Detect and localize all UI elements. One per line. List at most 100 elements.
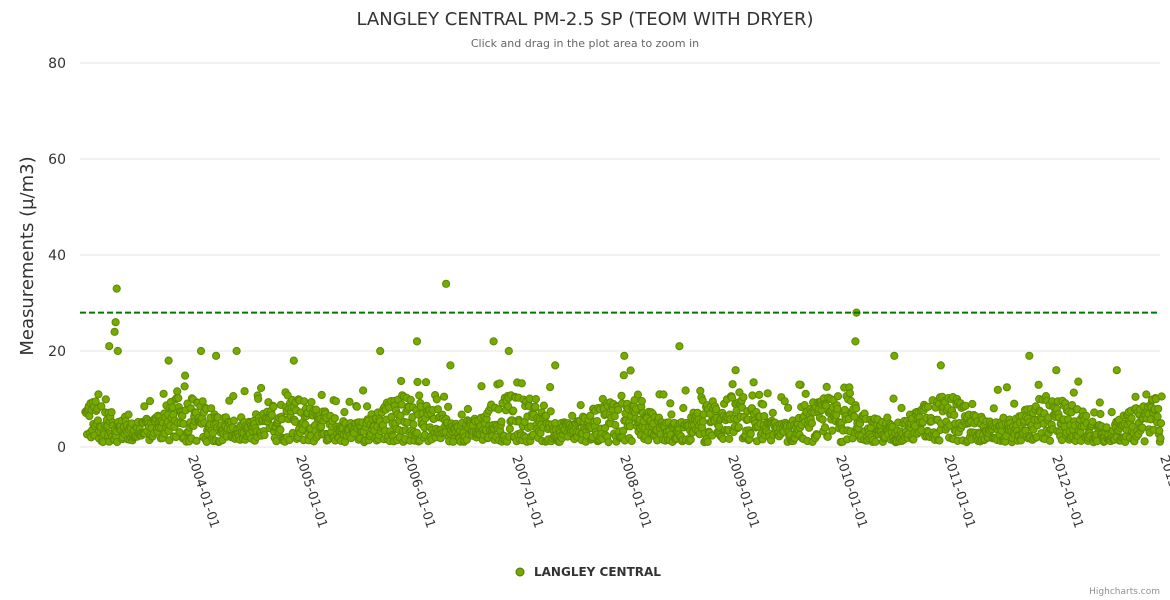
data-point[interactable] xyxy=(746,429,755,438)
data-point[interactable] xyxy=(421,378,431,387)
data-point[interactable] xyxy=(124,410,133,419)
data-point[interactable] xyxy=(546,383,555,392)
data-point[interactable] xyxy=(345,397,354,406)
data-point[interactable] xyxy=(1045,436,1055,445)
data-point[interactable] xyxy=(755,390,764,399)
data-point[interactable] xyxy=(396,411,405,420)
data-point[interactable] xyxy=(1131,392,1140,401)
data-point[interactable] xyxy=(1002,383,1012,392)
data-point[interactable] xyxy=(1156,419,1166,428)
data-point[interactable] xyxy=(823,432,832,441)
data-point[interactable] xyxy=(625,422,635,431)
data-point[interactable] xyxy=(517,379,526,388)
data-point-peak[interactable] xyxy=(851,337,860,346)
data-point[interactable] xyxy=(192,436,201,445)
data-point[interactable] xyxy=(409,420,418,429)
data-point[interactable] xyxy=(240,387,249,396)
data-point-peak[interactable] xyxy=(111,318,120,327)
data-point[interactable] xyxy=(637,397,647,406)
data-point[interactable] xyxy=(359,386,368,395)
data-point[interactable] xyxy=(330,414,339,423)
data-point[interactable] xyxy=(1138,423,1147,432)
data-point[interactable] xyxy=(495,379,504,388)
data-point[interactable] xyxy=(614,405,623,414)
data-point[interactable] xyxy=(734,423,743,432)
data-point-peak[interactable] xyxy=(731,366,740,375)
data-point[interactable] xyxy=(285,435,294,445)
data-point-peak[interactable] xyxy=(212,351,221,360)
data-point[interactable] xyxy=(363,402,372,411)
data-point[interactable] xyxy=(539,401,549,410)
data-point[interactable] xyxy=(1142,390,1151,399)
data-point[interactable] xyxy=(935,436,944,445)
data-point[interactable] xyxy=(457,410,466,419)
data-point-peak[interactable] xyxy=(232,346,241,356)
data-point[interactable] xyxy=(748,391,757,400)
data-point[interactable] xyxy=(1155,426,1164,435)
data-point-peak[interactable] xyxy=(795,380,804,389)
data-point[interactable] xyxy=(619,371,628,380)
data-point[interactable] xyxy=(229,392,238,401)
data-point[interactable] xyxy=(1096,409,1105,419)
data-point[interactable] xyxy=(1082,411,1091,420)
data-point[interactable] xyxy=(257,383,266,393)
data-point[interactable] xyxy=(307,398,316,407)
data-point[interactable] xyxy=(413,377,422,387)
data-point[interactable] xyxy=(703,437,712,446)
data-point-peak[interactable] xyxy=(112,284,121,293)
data-point[interactable] xyxy=(993,385,1002,394)
data-point[interactable] xyxy=(497,417,506,426)
data-point[interactable] xyxy=(1107,408,1116,417)
data-point[interactable] xyxy=(432,395,441,404)
data-point[interactable] xyxy=(207,404,216,413)
data-point[interactable] xyxy=(477,382,486,391)
data-point[interactable] xyxy=(352,402,361,411)
data-point[interactable] xyxy=(568,411,577,420)
plot-area[interactable] xyxy=(81,279,1166,447)
data-point[interactable] xyxy=(679,403,688,413)
data-point[interactable] xyxy=(331,397,340,406)
data-point[interactable] xyxy=(317,390,326,400)
data-point[interactable] xyxy=(1010,399,1019,408)
data-point[interactable] xyxy=(1140,437,1149,446)
data-point[interactable] xyxy=(269,402,278,411)
data-point[interactable] xyxy=(759,400,768,409)
data-point[interactable] xyxy=(1127,414,1136,423)
data-point[interactable] xyxy=(871,437,880,446)
data-point[interactable] xyxy=(586,411,595,420)
data-point[interactable] xyxy=(1157,392,1166,401)
data-point[interactable] xyxy=(725,434,734,443)
data-point[interactable] xyxy=(159,389,168,398)
data-point[interactable] xyxy=(1154,404,1163,413)
data-point[interactable] xyxy=(728,380,737,389)
data-point[interactable] xyxy=(768,408,777,417)
data-point-peak[interactable] xyxy=(936,361,945,370)
data-point-peak[interactable] xyxy=(412,337,422,346)
data-point[interactable] xyxy=(780,397,789,406)
data-point[interactable] xyxy=(604,438,613,447)
data-point[interactable] xyxy=(739,393,748,402)
data-point[interactable] xyxy=(763,389,772,398)
data-point[interactable] xyxy=(433,405,442,414)
data-point-peak[interactable] xyxy=(551,361,560,370)
data-point[interactable] xyxy=(140,402,149,411)
credits-link[interactable]: Highcharts.com xyxy=(1089,587,1160,597)
data-point[interactable] xyxy=(593,417,602,426)
data-point-peak[interactable] xyxy=(110,327,119,336)
legend-label[interactable]: LANGLEY CENTRAL xyxy=(534,565,661,579)
data-point[interactable] xyxy=(229,416,238,425)
data-point[interactable] xyxy=(807,419,817,428)
data-point[interactable] xyxy=(1095,398,1104,407)
data-point-peak[interactable] xyxy=(620,351,629,360)
data-point[interactable] xyxy=(667,410,676,419)
legend[interactable]: LANGLEY CENTRAL xyxy=(515,565,661,579)
data-point-peak[interactable] xyxy=(289,356,298,365)
data-point[interactable] xyxy=(181,371,190,380)
data-point[interactable] xyxy=(406,395,415,404)
data-point[interactable] xyxy=(659,390,668,399)
data-point[interactable] xyxy=(180,382,189,391)
data-point[interactable] xyxy=(494,405,503,414)
data-point[interactable] xyxy=(644,436,653,445)
data-point-peak[interactable] xyxy=(1112,366,1121,375)
